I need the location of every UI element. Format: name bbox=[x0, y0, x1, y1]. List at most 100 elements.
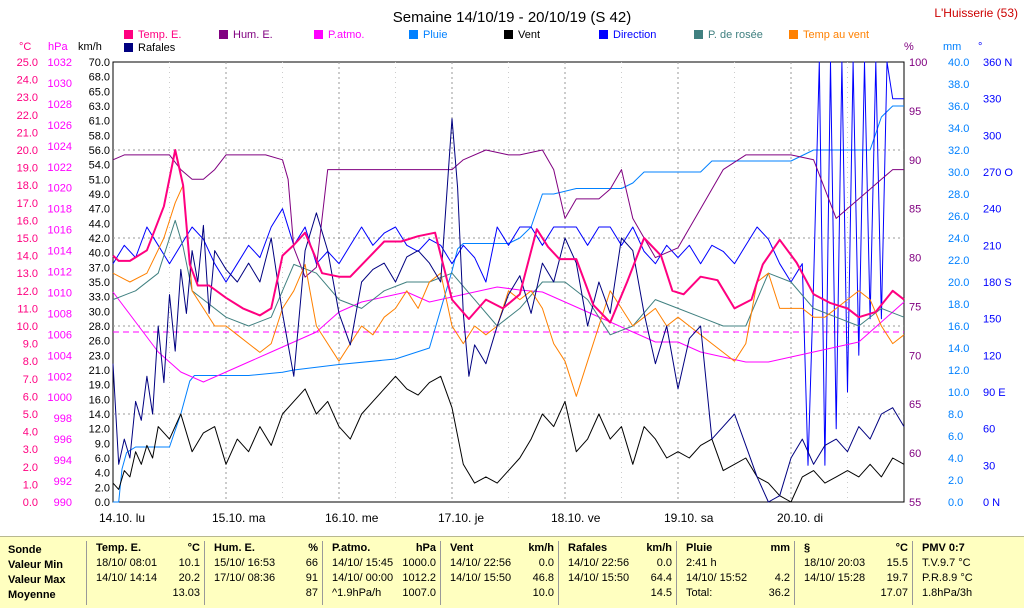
pressure-tick-1: 1030 bbox=[48, 78, 72, 90]
temp-tick-20: 5.0 bbox=[23, 409, 38, 421]
stats-avg-row: 13.03 bbox=[96, 587, 200, 600]
stats-avg-row: 17.07 bbox=[804, 587, 908, 600]
stats-row-label-1: Valeur Min bbox=[8, 559, 64, 571]
stats-avg-time: 1.8hPa/3h bbox=[922, 587, 973, 599]
temp-tick-0: 25.0 bbox=[17, 57, 38, 69]
stats-min-time: 14/10/ 22:56 bbox=[568, 557, 630, 569]
pressure-tick-10: 1012 bbox=[48, 267, 72, 279]
stats-header-name: Temp. E. bbox=[96, 542, 142, 554]
rain-tick-1: 38.0 bbox=[948, 79, 969, 91]
wind-tick-22: 19.0 bbox=[89, 380, 110, 392]
wind-tick-11: 44.0 bbox=[89, 218, 110, 230]
humidity-tick-9: 55 bbox=[909, 497, 921, 509]
stats-avg-row: ^1.9hPa/h 1007.0 bbox=[332, 587, 436, 600]
stats-max-row: 14/10/ 00:00 1012.2 bbox=[332, 572, 436, 585]
wind-tick-24: 14.0 bbox=[89, 409, 110, 421]
stats-max-time: P.R.8.9 °C bbox=[922, 572, 973, 584]
stats-avg-value: 36.2 bbox=[768, 587, 790, 599]
stats-header-unit: km/h bbox=[646, 542, 672, 554]
pressure-tick-2: 1028 bbox=[48, 99, 72, 111]
humidity-tick-0: 100 bbox=[909, 57, 927, 69]
stats-separator bbox=[794, 541, 795, 605]
stats-header: Rafales km/h bbox=[568, 542, 672, 555]
pressure-tick-0: 1032 bbox=[48, 57, 72, 69]
temp-tick-18: 7.0 bbox=[23, 374, 38, 386]
stats-min-row: 14/10/ 15:45 1000.0 bbox=[332, 557, 436, 570]
rain-tick-5: 30.0 bbox=[948, 167, 969, 179]
stats-min-row: 18/10/ 08:01 10.1 bbox=[96, 557, 200, 570]
stats-avg-value: 13.03 bbox=[172, 587, 200, 599]
series-temp-e- bbox=[112, 149, 905, 324]
stats-min-row: 14/10/ 22:56 0.0 bbox=[450, 557, 554, 570]
wind-tick-5: 58.0 bbox=[89, 130, 110, 142]
wind-unit-label: km/h bbox=[78, 41, 102, 53]
rain-tick-10: 20.0 bbox=[948, 277, 969, 289]
stats-max-value: 91 bbox=[305, 572, 318, 584]
stats-separator bbox=[204, 541, 205, 605]
stats-max-row: 14/10/ 15:28 19.7 bbox=[804, 572, 908, 585]
x-label-5: 19.10. sa bbox=[664, 511, 714, 525]
wind-tick-12: 42.0 bbox=[89, 233, 110, 245]
stats-avg-value: 1007.0 bbox=[402, 587, 436, 599]
x-axis-labels: 14.10. lu 15.10. ma 16.10. me 17.10. je 18.1… bbox=[99, 511, 823, 525]
legend-swatch-5 bbox=[599, 30, 608, 39]
stats-header-name: Vent bbox=[450, 542, 474, 554]
rain-tick-2: 36.0 bbox=[948, 101, 969, 113]
stats-min-value: 0.0 bbox=[656, 557, 672, 569]
temp-tick-5: 20.0 bbox=[17, 145, 38, 157]
x-label-4: 18.10. ve bbox=[551, 511, 601, 525]
stats-min-time: 14/10/ 15:45 bbox=[332, 557, 394, 569]
direction-tick-1: 330 bbox=[983, 94, 1001, 106]
series-pluie bbox=[113, 105, 904, 503]
stats-avg-row: 10.0 bbox=[450, 587, 554, 600]
direction-tick-6: 180 S bbox=[983, 277, 1012, 289]
wind-tick-7: 54.0 bbox=[89, 160, 110, 172]
stats-header-unit: km/h bbox=[528, 542, 554, 554]
stats-header-name: Rafales bbox=[568, 542, 608, 554]
legend-label-2: P.atmo. bbox=[328, 29, 365, 41]
stats-separator bbox=[440, 541, 441, 605]
series-rafales bbox=[112, 118, 905, 503]
legend-label-3: Pluie bbox=[423, 29, 447, 41]
direction-tick-7: 150 bbox=[983, 314, 1001, 326]
wind-tick-18: 28.0 bbox=[89, 321, 110, 333]
temp-tick-15: 10.0 bbox=[17, 321, 38, 333]
stats-column-1: Hum. E.% 15/10/ 16:53 66 17/10/ 08:36 91 87 bbox=[206, 537, 324, 609]
legend: Temp. E. Hum. E. P.atmo. Pluie Vent Direction… bbox=[124, 29, 869, 54]
stats-max-value: 20.2 bbox=[178, 572, 200, 584]
legend-label-6: P. de rosée bbox=[708, 29, 763, 41]
wind-tick-14: 37.0 bbox=[89, 262, 110, 274]
wind-tick-16: 33.0 bbox=[89, 292, 110, 304]
stats-header-unit: °C bbox=[895, 542, 908, 554]
legend-swatch-3 bbox=[409, 30, 418, 39]
x-label-6: 20.10. di bbox=[777, 511, 823, 525]
axis-units: °C hPa km/h % mm ° bbox=[19, 41, 982, 53]
rain-tick-14: 12.0 bbox=[948, 365, 969, 377]
rain-tick-3: 34.0 bbox=[948, 123, 969, 135]
temp-tick-9: 16.0 bbox=[17, 215, 38, 227]
stats-header-name: Pluie bbox=[686, 542, 713, 554]
wind-tick-28: 4.0 bbox=[95, 468, 110, 480]
wind-tick-27: 6.0 bbox=[95, 453, 110, 465]
direction-tick-4: 240 bbox=[983, 204, 1001, 216]
stats-row-label-0: Sonde bbox=[8, 544, 42, 556]
rain-tick-16: 8.0 bbox=[948, 409, 963, 421]
pressure-tick-7: 1018 bbox=[48, 204, 72, 216]
stats-max-time: 14/10/ 15:50 bbox=[450, 572, 512, 584]
legend-label-4: Vent bbox=[518, 29, 540, 41]
pressure-tick-5: 1022 bbox=[48, 162, 72, 174]
temp-tick-25: 0.0 bbox=[23, 497, 38, 509]
pressure-tick-9: 1014 bbox=[48, 246, 72, 258]
humidity-tick-8: 60 bbox=[909, 448, 921, 460]
direction-tick-9: 90 E bbox=[983, 387, 1006, 399]
stats-min-time: 18/10/ 20:03 bbox=[804, 557, 866, 569]
wind-tick-15: 35.0 bbox=[89, 277, 110, 289]
stats-max-row: 14/10/ 14:14 20.2 bbox=[96, 572, 200, 585]
legend-swatch-1 bbox=[219, 30, 228, 39]
direction-tick-8: 120 bbox=[983, 350, 1001, 362]
pressure-tick-18: 996 bbox=[54, 434, 72, 446]
pressure-tick-14: 1004 bbox=[48, 350, 72, 362]
humidity-tick-3: 85 bbox=[909, 204, 921, 216]
pressure-tick-12: 1008 bbox=[48, 308, 72, 320]
pressure-tick-19: 994 bbox=[54, 455, 72, 467]
